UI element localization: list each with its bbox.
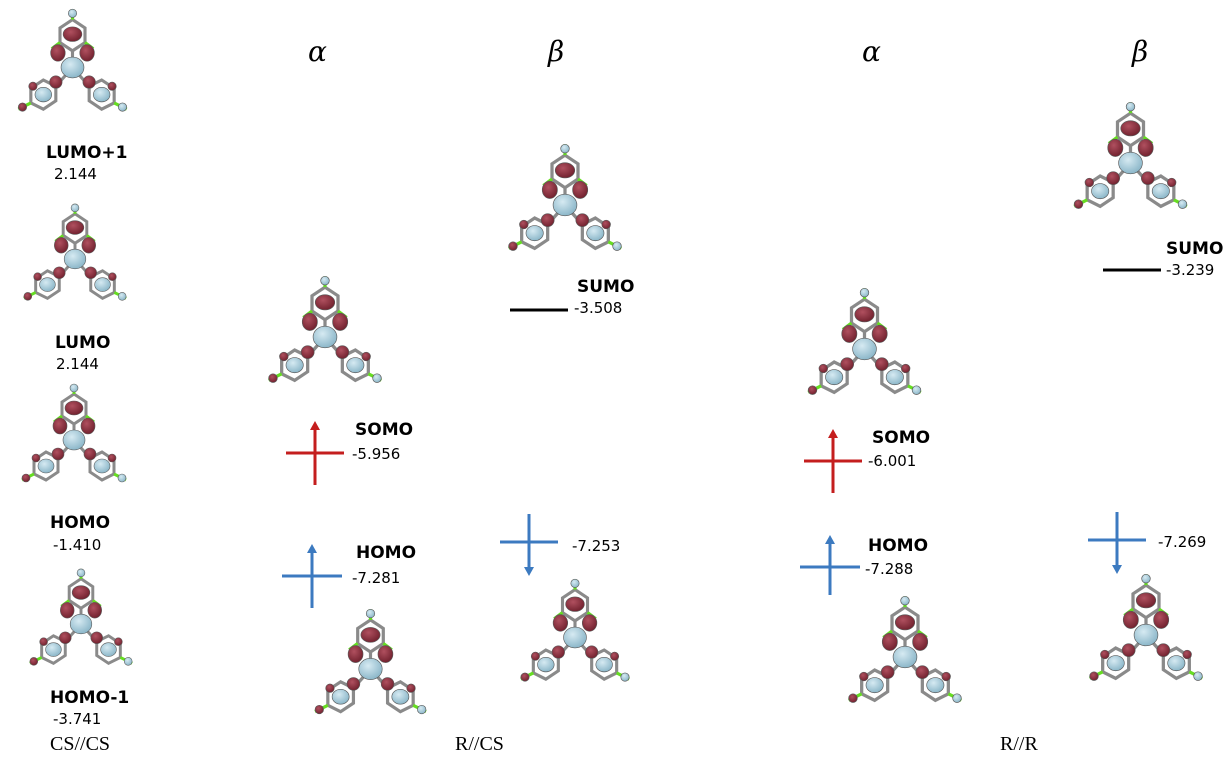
rr-alpha-homo-orbital-image — [830, 592, 980, 722]
rr-alpha-homo-level — [800, 535, 860, 597]
rr-alpha-somo-orbital-image — [792, 284, 937, 414]
rcs-alpha-somo-label: SOMO — [355, 420, 414, 440]
homo-orbital-image — [14, 380, 134, 500]
rr-alpha-somo-energy: -6.001 — [868, 452, 917, 470]
rr-beta-homo-orbital-image — [1072, 570, 1220, 700]
molecular-orbital-icon — [260, 272, 390, 402]
rcs-beta-sumo-label: SUMO — [577, 277, 635, 297]
rcs-beta-sumo-energy: -3.508 — [574, 299, 623, 317]
lumo-energy: 2.144 — [56, 355, 99, 373]
rr-beta-homo-level — [1088, 510, 1146, 576]
rcs-alpha-homo-level — [282, 544, 342, 610]
molecular-orbital-icon — [22, 565, 140, 683]
molecular-orbital-icon — [830, 592, 980, 722]
beta-spin-header-rcs: β — [548, 35, 565, 68]
rr-beta-sumo-label: SUMO — [1166, 239, 1224, 259]
molecular-orbital-icon — [1072, 570, 1220, 700]
alpha-spin-header-rcs: α — [308, 35, 327, 68]
rr-beta-sumo-energy: -3.239 — [1166, 261, 1215, 279]
rr-alpha-homo-energy: -7.288 — [865, 560, 914, 578]
molecular-orbital-icon — [1058, 98, 1203, 228]
beta-spin-header-rr: β — [1132, 35, 1149, 68]
rcs-alpha-homo-label: HOMO — [356, 543, 417, 563]
rr-beta-sumo-orbital-image — [1058, 98, 1203, 228]
rcs-alpha-somo-energy: -5.956 — [352, 445, 401, 463]
lumo-plus-1-orbital-image — [10, 5, 135, 130]
rr-beta-sumo-level — [1103, 268, 1161, 272]
molecular-orbital-icon — [500, 140, 630, 270]
rr-alpha-somo-label: SOMO — [872, 428, 931, 448]
homo-energy: -1.410 — [53, 536, 102, 554]
homo-minus-1-energy: -3.741 — [53, 710, 102, 728]
rcs-beta-homo-orbital-image — [505, 575, 645, 700]
method-label-r-cs: R//CS — [455, 733, 504, 755]
method-label-r-r: R//R — [1000, 733, 1038, 755]
homo-label: HOMO — [50, 513, 111, 533]
lumo-plus-1-label: LUMO+1 — [46, 143, 128, 163]
lumo-plus-1-energy: 2.144 — [54, 165, 97, 183]
lumo-orbital-image — [14, 200, 136, 318]
molecular-orbital-icon — [14, 380, 134, 500]
molecular-orbital-icon — [298, 605, 443, 733]
method-label-cs-cs: CS//CS — [50, 733, 111, 755]
rcs-beta-sumo-orbital-image — [500, 140, 630, 270]
rcs-alpha-somo-orbital-image — [260, 272, 390, 402]
alpha-spin-header-rr: α — [862, 35, 881, 68]
rcs-alpha-somo-level — [286, 421, 344, 487]
molecular-orbital-icon — [10, 5, 135, 130]
rcs-alpha-homo-energy: -7.281 — [352, 569, 401, 587]
rcs-beta-homo-level — [500, 512, 558, 578]
homo-minus-1-orbital-image — [22, 565, 140, 683]
rcs-beta-sumo-level — [510, 308, 568, 312]
homo-minus-1-label: HOMO-1 — [50, 688, 130, 708]
rr-alpha-homo-label: HOMO — [868, 536, 929, 556]
molecular-orbital-icon — [14, 200, 136, 318]
molecular-orbital-icon — [792, 284, 937, 414]
molecular-orbital-icon — [505, 575, 645, 700]
lumo-label: LUMO — [55, 333, 111, 353]
rr-beta-homo-energy: -7.269 — [1158, 533, 1207, 551]
rr-alpha-somo-level — [804, 429, 862, 495]
rcs-alpha-homo-orbital-image — [298, 605, 443, 733]
rcs-beta-homo-energy: -7.253 — [572, 537, 621, 555]
